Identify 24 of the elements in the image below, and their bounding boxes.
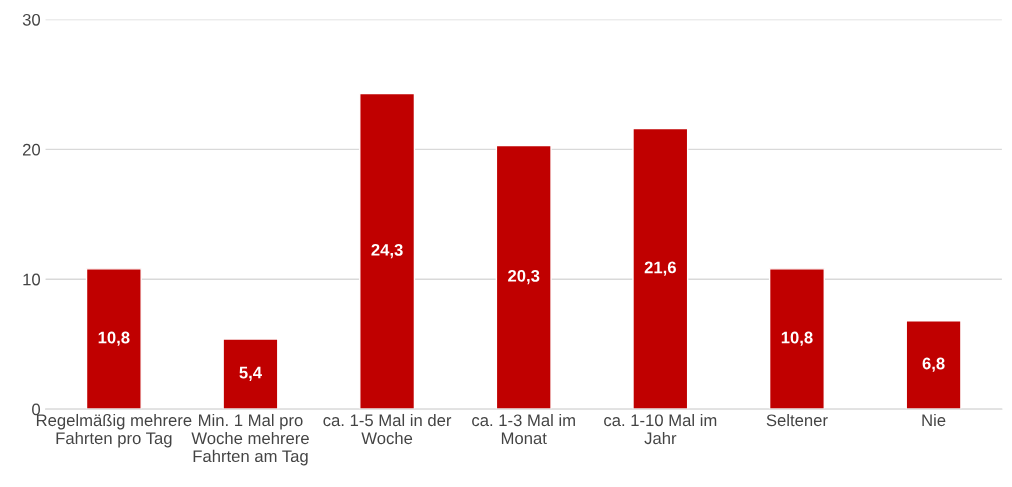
data-label: 24,3 bbox=[371, 243, 403, 259]
x-tick-label: Min. 1 Mal pro Woche mehrere Fahrten am Tag bbox=[191, 413, 309, 466]
y-tick-label: 10 bbox=[23, 273, 41, 286]
y-tick-label: 20 bbox=[22, 143, 41, 156]
data-label: 10,8 bbox=[98, 331, 130, 346]
y-tick-label: 30 bbox=[22, 13, 41, 26]
x-tick-label: ca. 1-10 Mal im Jahr bbox=[604, 413, 717, 445]
data-label: 10,8 bbox=[781, 331, 813, 346]
x-tick-label: Seltener bbox=[766, 413, 828, 427]
bar bbox=[85, 268, 142, 410]
x-tick-label: ca. 1-5 Mal in der Woche bbox=[323, 413, 452, 445]
x-tick-label: ca. 1-3 Mal im Monat bbox=[472, 413, 575, 445]
x-tick-label: Nie bbox=[922, 413, 946, 427]
data-label: 21,6 bbox=[644, 261, 676, 276]
data-label: 20,3 bbox=[508, 269, 540, 285]
y-tick-label: 0 bbox=[32, 403, 41, 416]
data-label: 5,4 bbox=[239, 366, 262, 381]
bar bbox=[222, 338, 279, 410]
bar bbox=[768, 268, 825, 410]
bar bbox=[495, 144, 552, 410]
bar bbox=[632, 127, 689, 410]
bar bbox=[905, 320, 962, 410]
bar bbox=[359, 92, 416, 410]
data-label: 6,8 bbox=[922, 357, 945, 372]
